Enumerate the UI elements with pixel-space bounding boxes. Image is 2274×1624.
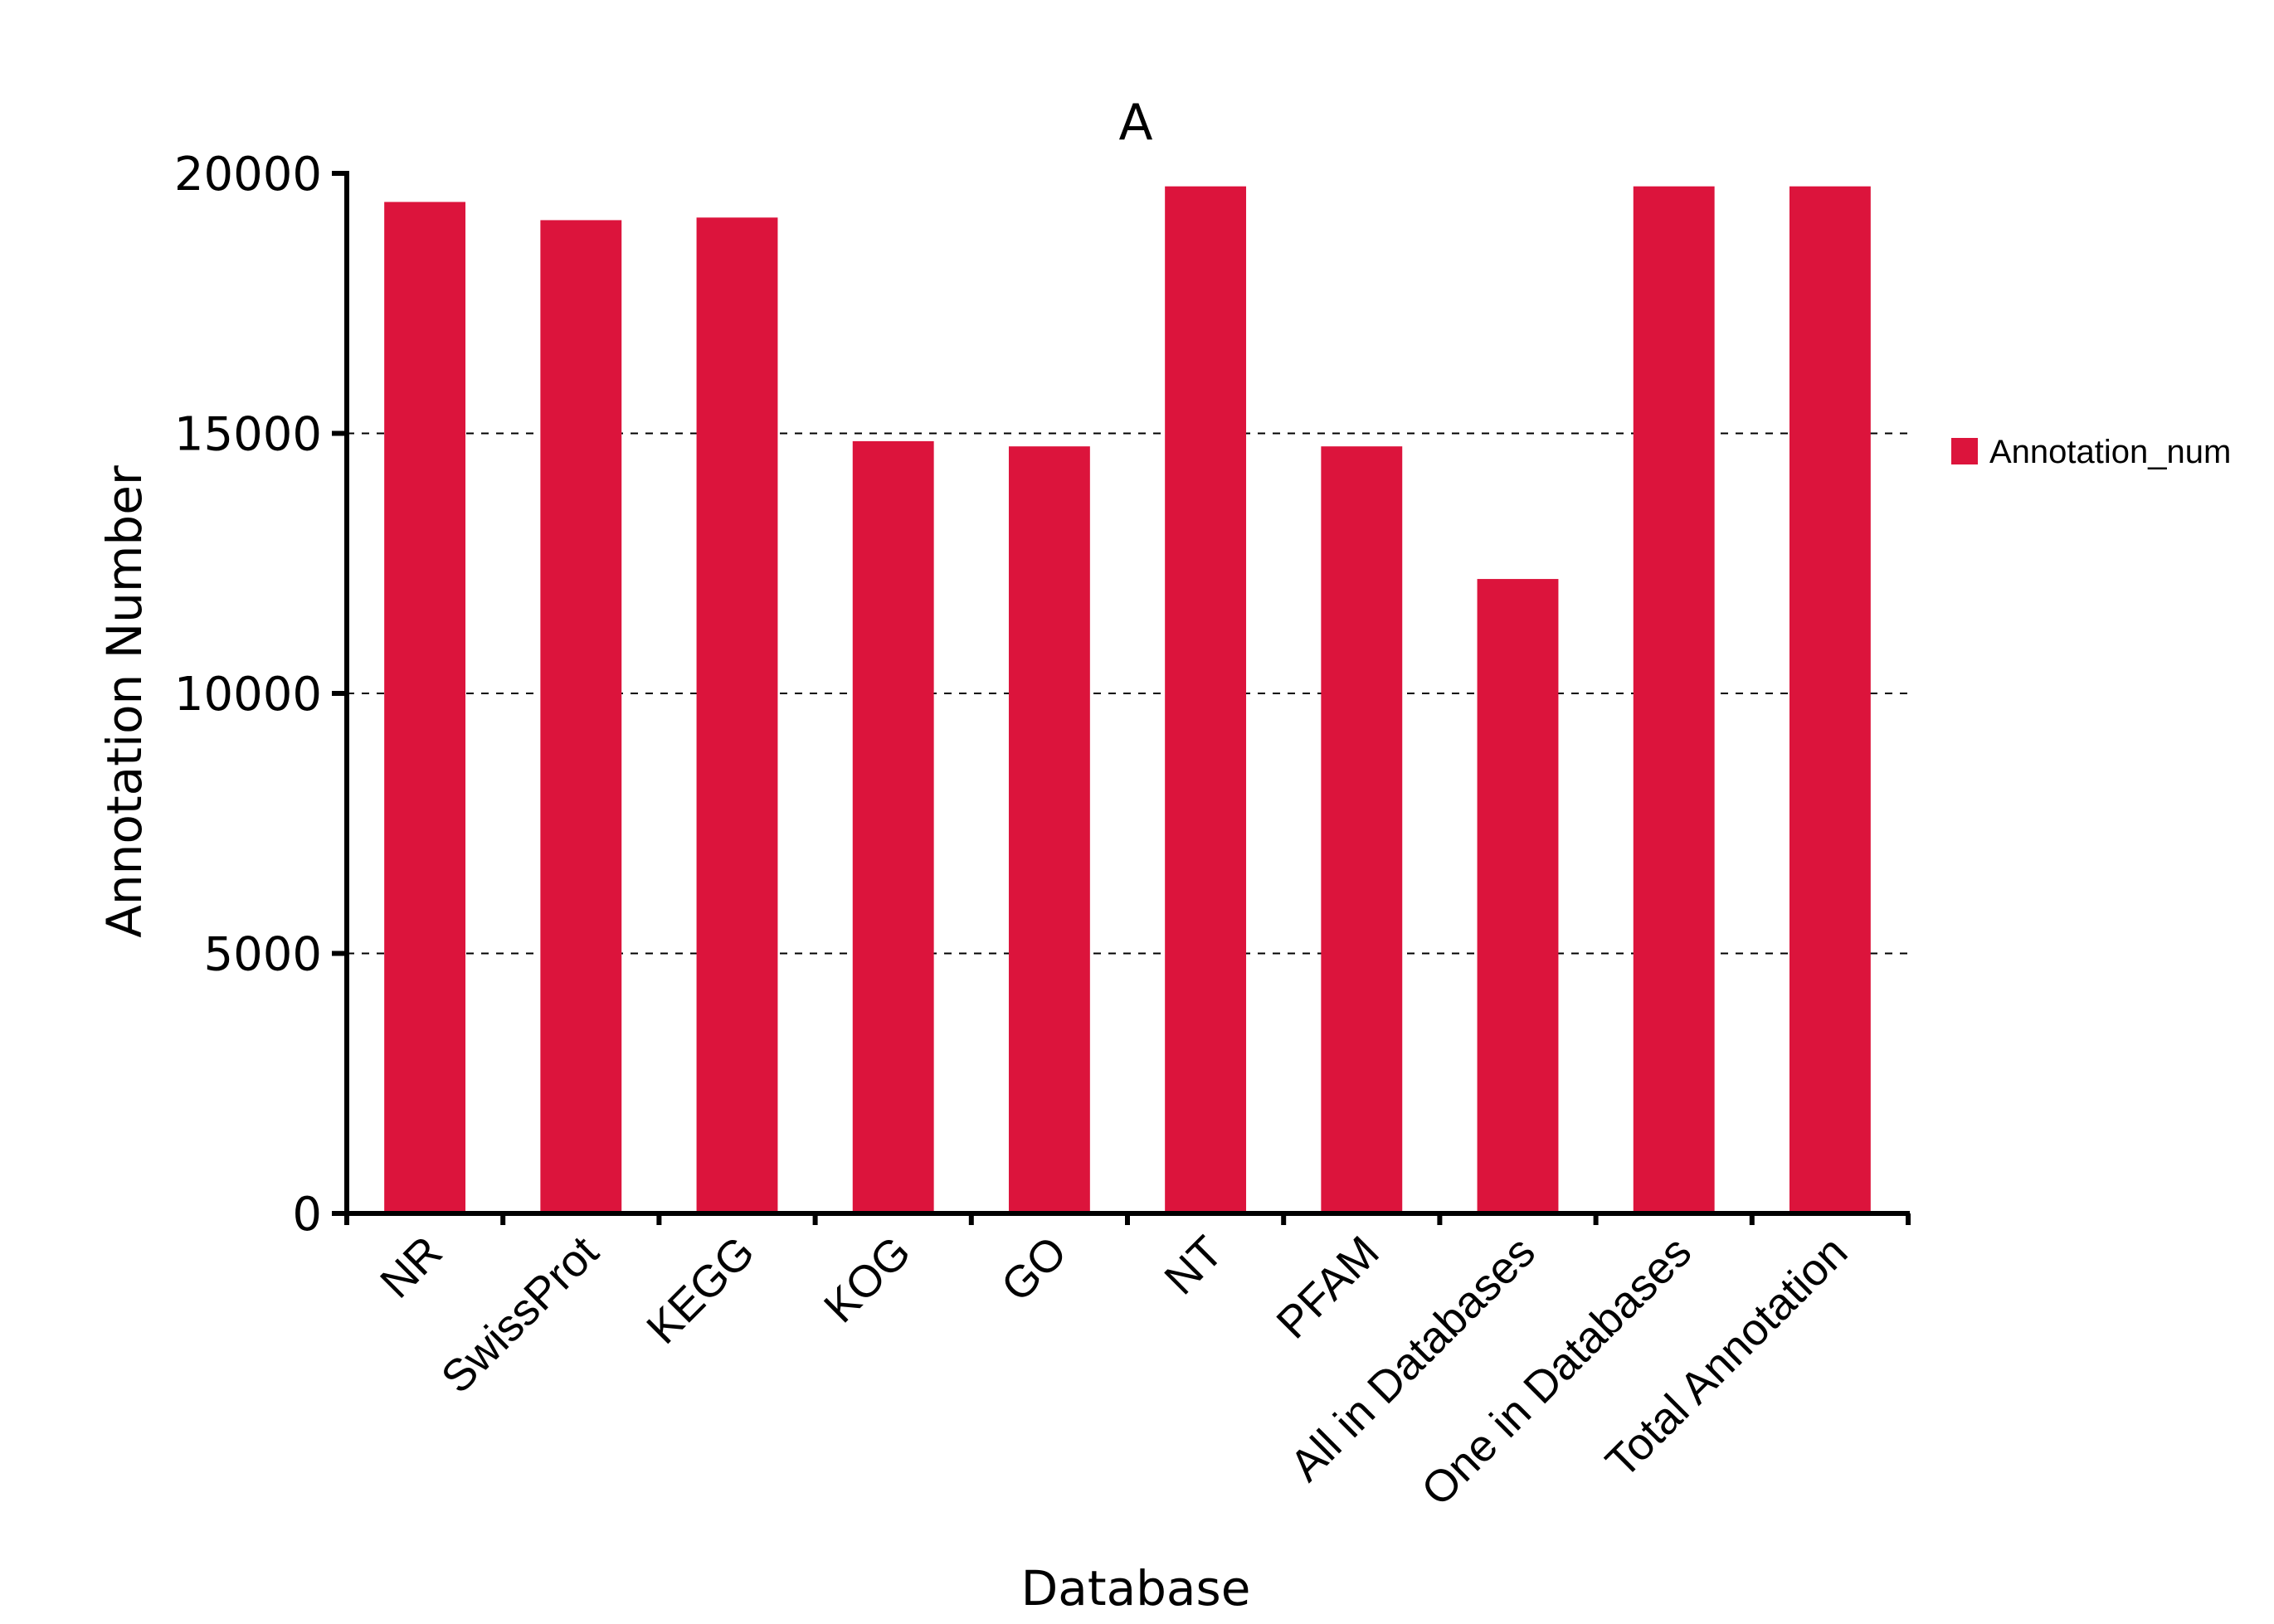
x-axis-title: Database bbox=[1021, 1560, 1251, 1617]
bar-nt bbox=[1165, 186, 1247, 1213]
y-tick-label: 10000 bbox=[174, 668, 322, 722]
y-tick-label: 20000 bbox=[174, 148, 322, 202]
x-tick-label: KOG bbox=[815, 1227, 920, 1332]
y-tick-label: 0 bbox=[292, 1188, 322, 1242]
bar-pfam bbox=[1321, 446, 1403, 1213]
y-tick-label: 15000 bbox=[174, 408, 322, 462]
y-ticks: 0 5000 10000 15000 20000 bbox=[174, 148, 347, 1242]
x-tick-label: SwissProt bbox=[432, 1227, 608, 1403]
bar-go bbox=[1008, 446, 1090, 1213]
bars bbox=[384, 186, 1871, 1214]
x-tick-label: PFAM bbox=[1267, 1227, 1388, 1348]
x-tick-label: GO bbox=[992, 1227, 1077, 1311]
bar-kegg bbox=[696, 217, 778, 1213]
x-tick-label: One in Databases bbox=[1412, 1227, 1701, 1515]
chart-title: A bbox=[1118, 94, 1152, 152]
y-axis-title: Annotation Number bbox=[96, 465, 153, 938]
legend-label: Annotation_num bbox=[1989, 434, 2231, 470]
x-tick-label: NT bbox=[1155, 1227, 1232, 1304]
bar-swissprot bbox=[540, 220, 622, 1214]
bar-nr bbox=[384, 202, 466, 1214]
bar-all-in-databases bbox=[1477, 579, 1559, 1213]
x-tick-label: KEGG bbox=[637, 1227, 764, 1354]
bar-total-annotation bbox=[1789, 186, 1871, 1213]
bar-kog bbox=[852, 440, 934, 1213]
legend: Annotation_num bbox=[1951, 434, 2231, 470]
bar-one-in-databases bbox=[1633, 186, 1715, 1213]
x-tick-label: NR bbox=[371, 1227, 452, 1308]
y-tick-label: 5000 bbox=[203, 928, 322, 982]
legend-swatch bbox=[1951, 438, 1978, 464]
